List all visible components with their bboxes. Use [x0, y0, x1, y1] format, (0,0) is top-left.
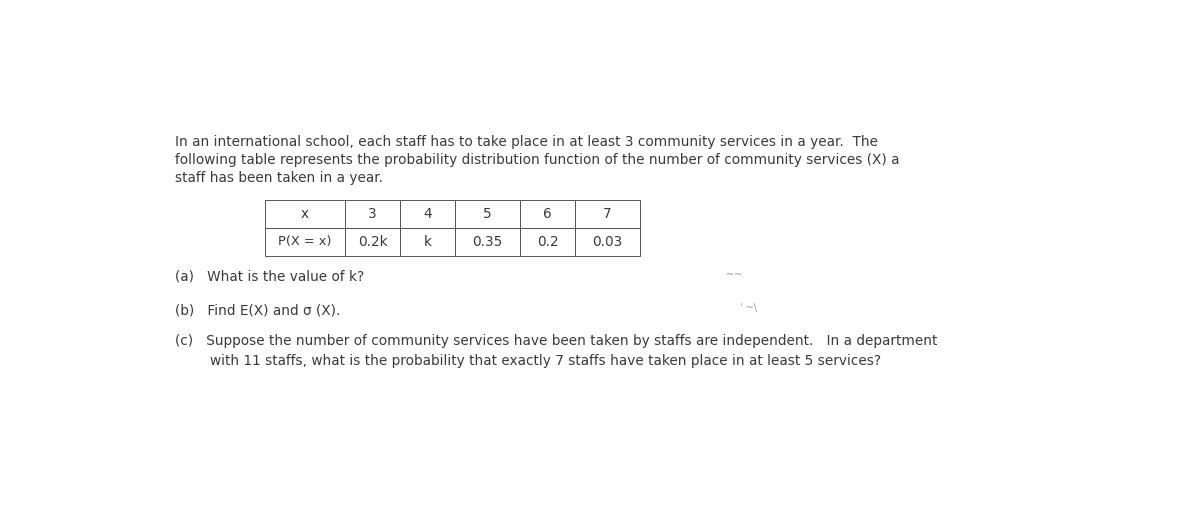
Bar — [346, 228, 400, 256]
Text: 5: 5 — [484, 207, 492, 221]
Text: following table represents the probability distribution function of the number o: following table represents the probabili… — [175, 153, 900, 167]
Text: In an international school, each staff has to take place in at least 3 community: In an international school, each staff h… — [175, 135, 878, 149]
Text: ' ~\: ' ~\ — [740, 303, 757, 313]
Text: 0.35: 0.35 — [473, 235, 503, 249]
Text: 0.2k: 0.2k — [358, 235, 388, 249]
Bar — [400, 200, 455, 228]
Text: 6: 6 — [544, 207, 552, 221]
Text: (b)   Find E(X) and σ (X).: (b) Find E(X) and σ (X). — [175, 303, 341, 317]
Bar — [265, 200, 346, 228]
Text: 7: 7 — [604, 207, 612, 221]
Text: 0.03: 0.03 — [593, 235, 623, 249]
Text: k: k — [424, 235, 432, 249]
Bar — [455, 228, 520, 256]
Bar — [400, 228, 455, 256]
Bar — [575, 228, 640, 256]
Text: 3: 3 — [368, 207, 377, 221]
Bar — [575, 200, 640, 228]
Bar — [346, 200, 400, 228]
Text: 0.2: 0.2 — [536, 235, 558, 249]
Text: (a)   What is the value of k?: (a) What is the value of k? — [175, 270, 365, 284]
Bar — [455, 200, 520, 228]
Text: P(X = x): P(X = x) — [278, 236, 331, 248]
Bar — [520, 200, 575, 228]
Bar — [520, 228, 575, 256]
Text: x: x — [301, 207, 310, 221]
Text: with 11 staffs, what is the probability that exactly 7 staffs have taken place i: with 11 staffs, what is the probability … — [175, 354, 881, 368]
Text: ~~: ~~ — [726, 270, 743, 280]
Text: staff has been taken in a year.: staff has been taken in a year. — [175, 171, 383, 185]
Text: (c)   Suppose the number of community services have been taken by staffs are ind: (c) Suppose the number of community serv… — [175, 334, 937, 348]
Text: 4: 4 — [424, 207, 432, 221]
Bar — [265, 228, 346, 256]
